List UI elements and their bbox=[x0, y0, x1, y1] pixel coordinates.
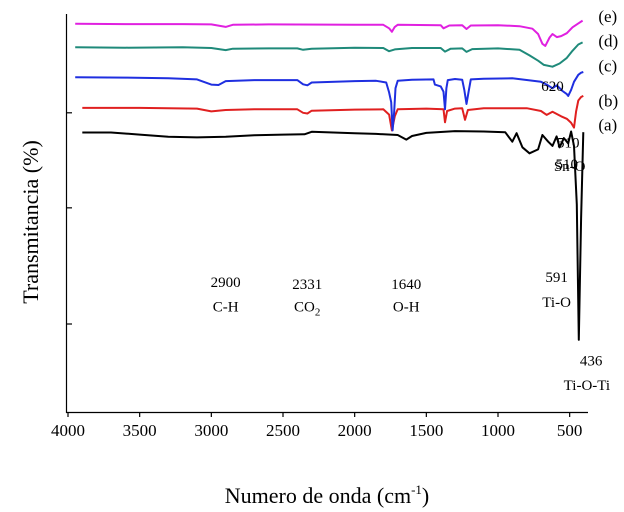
curve-label-c: (c) bbox=[598, 56, 617, 75]
series-line-c bbox=[75, 71, 584, 132]
annotation-0: 2900 bbox=[211, 275, 241, 291]
annotation-6: 591 bbox=[545, 270, 568, 286]
x-tick-label-1500: 1500 bbox=[409, 421, 443, 440]
series-line-e bbox=[75, 19, 584, 47]
x-tick-label-2000: 2000 bbox=[338, 421, 372, 440]
x-tick-label-2500: 2500 bbox=[266, 421, 300, 440]
series-line-a bbox=[82, 130, 585, 341]
plot-frame bbox=[65, 14, 588, 414]
x-axis-title-close: ) bbox=[422, 483, 429, 508]
series-group bbox=[75, 19, 585, 341]
annotation-13: Ti-O-Ti bbox=[564, 378, 610, 394]
y-ticks bbox=[66, 112, 72, 325]
x-axis-title-sup: -1 bbox=[411, 482, 422, 497]
annotation-10: 510 bbox=[557, 135, 580, 151]
curve-label-a: (a) bbox=[598, 115, 617, 134]
annotation-3: CO2 bbox=[294, 300, 320, 319]
annotation-5: O-H bbox=[393, 300, 420, 316]
x-tick-label-500: 500 bbox=[557, 421, 583, 440]
annotation-4: 1640 bbox=[391, 277, 421, 293]
x-axis-title-main: Numero de onda (cm bbox=[225, 483, 411, 508]
annotation-12: 436 bbox=[580, 354, 603, 370]
curve-label-d: (d) bbox=[598, 32, 618, 51]
series-line-d bbox=[75, 41, 584, 68]
x-ticks bbox=[67, 412, 571, 417]
x-tick-label-3500: 3500 bbox=[123, 421, 157, 440]
annotation-9: 620 bbox=[541, 79, 564, 95]
x-tick-label-3000: 3000 bbox=[194, 421, 228, 440]
annotations-group: 2900C-H2331CO21640O-H591Ti-O510620510Sn-… bbox=[211, 79, 610, 394]
annotation-8: 510 bbox=[556, 157, 579, 173]
x-tick-label-4000: 4000 bbox=[51, 421, 85, 440]
curve-label-e: (e) bbox=[598, 7, 617, 26]
annotation-11: Sn-O bbox=[554, 159, 586, 175]
x-tick-label-1000: 1000 bbox=[481, 421, 515, 440]
series-line-b bbox=[82, 95, 584, 132]
annotation-1: C-H bbox=[213, 300, 239, 316]
annotation-7: Ti-O bbox=[542, 295, 571, 311]
x-axis-title: Numero de onda (cm-1) bbox=[225, 482, 430, 508]
annotation-2: 2331 bbox=[292, 277, 322, 293]
y-axis-title: Transmitancia (%) bbox=[18, 140, 43, 304]
curve-labels-group: (a) (b) (c) (d) (e) bbox=[598, 7, 618, 134]
curve-label-b: (b) bbox=[598, 91, 618, 110]
x-tick-labels: 4000 3500 3000 2500 2000 1500 1000 500 bbox=[51, 421, 582, 440]
